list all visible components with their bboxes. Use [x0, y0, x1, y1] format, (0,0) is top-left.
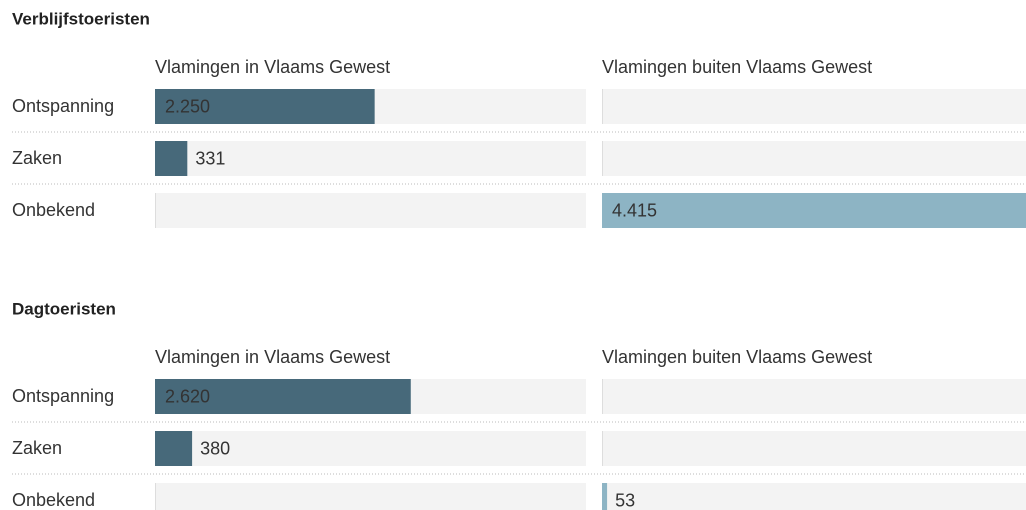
bar-track [602, 483, 1026, 510]
value-label: 2.250 [165, 96, 210, 116]
category-label: Zaken [12, 438, 62, 458]
value-label: 4.415 [612, 200, 657, 220]
bar-track [602, 379, 1026, 414]
bar-track [155, 141, 586, 176]
category-label: Onbekend [12, 490, 95, 510]
category-label: Ontspanning [12, 96, 114, 116]
value-label: 2.620 [165, 386, 210, 406]
bar-track [602, 431, 1026, 466]
bar-track [155, 193, 586, 228]
column-header: Vlamingen in Vlaams Gewest [155, 347, 390, 367]
chart-title: Verblijfstoeristen [12, 9, 150, 28]
bar [602, 193, 1026, 228]
bar [155, 141, 188, 176]
value-label: 380 [200, 438, 230, 458]
column-header: Vlamingen buiten Vlaams Gewest [602, 57, 872, 77]
bar-track [602, 141, 1026, 176]
bar [155, 431, 193, 466]
bar-track [602, 89, 1026, 124]
column-header: Vlamingen buiten Vlaams Gewest [602, 347, 872, 367]
column-header: Vlamingen in Vlaams Gewest [155, 57, 390, 77]
value-label: 53 [615, 490, 635, 510]
chart-title: Dagtoeristen [12, 299, 116, 318]
bar-track [155, 431, 586, 466]
category-label: Onbekend [12, 200, 95, 220]
bar [155, 379, 411, 414]
category-label: Ontspanning [12, 386, 114, 406]
bar [602, 483, 608, 510]
bar [155, 89, 375, 124]
bar-track [155, 483, 586, 510]
value-label: 331 [195, 148, 225, 168]
category-label: Zaken [12, 148, 62, 168]
